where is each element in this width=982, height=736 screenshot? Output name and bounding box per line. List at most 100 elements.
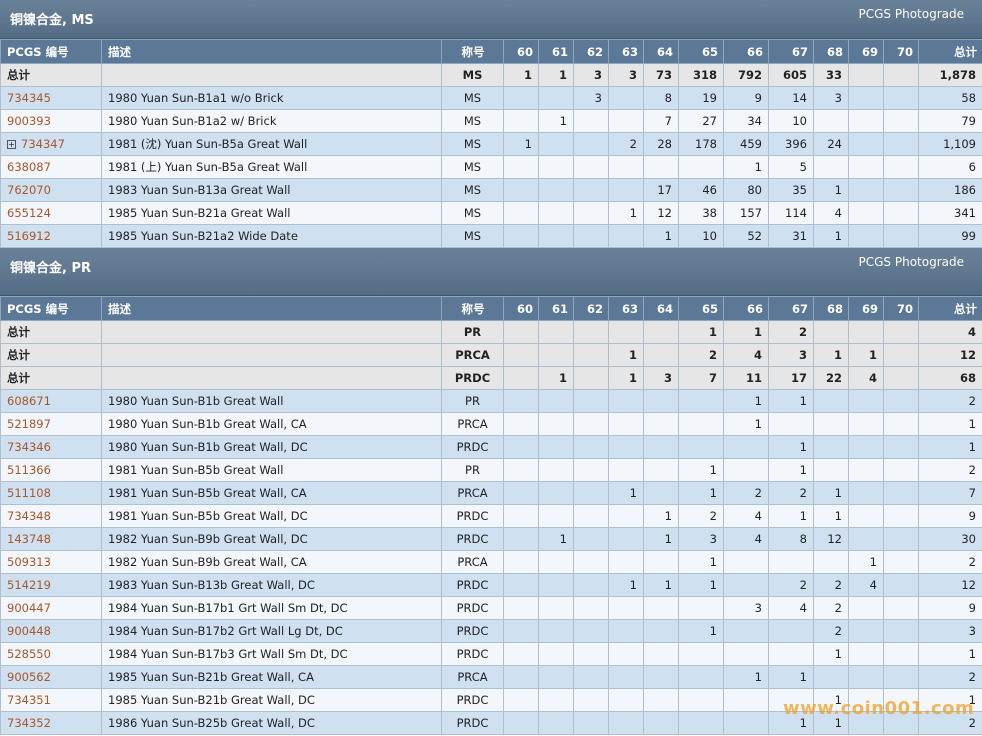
cell: 4 (918, 320, 982, 344)
coin-link[interactable]: 900448 (7, 624, 51, 638)
cell: 4 (848, 573, 884, 597)
coin-link[interactable]: 734351 (7, 693, 51, 707)
coin-link[interactable]: 734345 (7, 91, 51, 105)
cell (723, 573, 769, 597)
data-row: 143748 1982 Yuan Sun-B9b Great Wall, DC PR… (0, 527, 982, 551)
cell (848, 178, 884, 202)
cell (848, 481, 884, 505)
cell (848, 224, 884, 248)
cell: 34 (723, 109, 769, 133)
cell (848, 435, 884, 459)
cell (883, 412, 919, 436)
coin-link[interactable]: 528550 (7, 647, 51, 661)
cell (813, 155, 849, 179)
coin-link[interactable]: 511366 (7, 463, 51, 477)
coin-link[interactable]: 143748 (7, 532, 51, 546)
cell: 396 (768, 132, 814, 156)
cell: 19 (678, 86, 724, 110)
source-link[interactable]: PCGS Photograde (858, 7, 964, 21)
cell (573, 619, 609, 643)
cell: 1 (608, 366, 644, 390)
cell: PRDC (441, 527, 504, 551)
cell: 8 (768, 527, 814, 551)
cell: 12 (813, 527, 849, 551)
coin-link[interactable]: 900562 (7, 670, 51, 684)
column-header: 总计 (918, 296, 982, 321)
cell (538, 619, 574, 643)
coin-link[interactable]: 734348 (7, 509, 51, 523)
cell (643, 481, 679, 505)
coin-link[interactable]: 900393 (7, 114, 51, 128)
cell: 73 (643, 63, 679, 87)
cell (503, 343, 539, 367)
cell (678, 642, 724, 666)
coin-link[interactable]: 734352 (7, 716, 51, 730)
source-link[interactable]: PCGS Photograde (858, 255, 964, 269)
coin-link[interactable]: 516912 (7, 229, 51, 243)
cell: 511108 (0, 481, 102, 505)
coin-link[interactable]: 514219 (7, 578, 51, 592)
cell: 3 (643, 366, 679, 390)
cell (503, 458, 539, 482)
coin-link[interactable]: 734346 (7, 440, 51, 454)
cell: 1 (503, 132, 539, 156)
cell: 1 (813, 688, 849, 712)
cell (573, 435, 609, 459)
coin-link[interactable]: 521897 (7, 417, 51, 431)
column-header: 63 (608, 296, 644, 321)
cell (813, 665, 849, 689)
cell (883, 320, 919, 344)
cell (573, 527, 609, 551)
cell (883, 366, 919, 390)
cell (608, 711, 644, 735)
cell (608, 688, 644, 712)
data-row: +734347 1981 (沈) Yuan Sun-B5a Great Wall M… (0, 132, 982, 156)
cell (573, 596, 609, 620)
coin-link[interactable]: 734347 (21, 137, 65, 151)
coin-link[interactable]: 762070 (7, 183, 51, 197)
cell (608, 86, 644, 110)
cell (608, 458, 644, 482)
cell: 1 (813, 343, 849, 367)
cell (573, 201, 609, 225)
cell (883, 688, 919, 712)
cell: 3 (723, 596, 769, 620)
cell (643, 711, 679, 735)
cell: PRCA (441, 481, 504, 505)
coin-link[interactable]: 608671 (7, 394, 51, 408)
cell: PRDC (441, 642, 504, 666)
coin-link[interactable]: 655124 (7, 206, 51, 220)
cell (503, 86, 539, 110)
cell: 1980 Yuan Sun-B1a2 w/ Brick (101, 109, 442, 133)
section: 铜镍合金, PR PCGS Photograde PCGS 编号 描述 称号 60 61 62… (0, 248, 982, 735)
cell: 2 (608, 132, 644, 156)
cell (608, 412, 644, 436)
cell (848, 155, 884, 179)
cell: 1 (848, 550, 884, 574)
coin-link[interactable]: 900447 (7, 601, 51, 615)
cell (643, 665, 679, 689)
expand-icon[interactable]: + (7, 140, 16, 149)
cell: 2 (918, 389, 982, 413)
cell (883, 665, 919, 689)
grade-table: PCGS 编号 描述 称号 60 61 62 63 64 65 66 67 68 69 70 总计 总计 PR 1… (0, 296, 982, 735)
cell: 6 (918, 155, 982, 179)
cell (503, 665, 539, 689)
data-row: 900447 1984 Yuan Sun-B17b1 Grt Wall Sm Dt… (0, 596, 982, 620)
cell (813, 389, 849, 413)
cell: 总计 (0, 320, 102, 344)
coin-link[interactable]: 638087 (7, 160, 51, 174)
cell (848, 458, 884, 482)
cell: 1980 Yuan Sun-B1b Great Wall, CA (101, 412, 442, 436)
cell (883, 596, 919, 620)
cell: 318 (678, 63, 724, 87)
cell: MS (441, 109, 504, 133)
column-header: 63 (608, 39, 644, 64)
coin-link[interactable]: 511108 (7, 486, 51, 500)
cell: 1981 Yuan Sun-B5b Great Wall, CA (101, 481, 442, 505)
coin-link[interactable]: 509313 (7, 555, 51, 569)
cell: 1 (918, 435, 982, 459)
cell: PR (441, 389, 504, 413)
cell: 33 (813, 63, 849, 87)
cell (678, 389, 724, 413)
